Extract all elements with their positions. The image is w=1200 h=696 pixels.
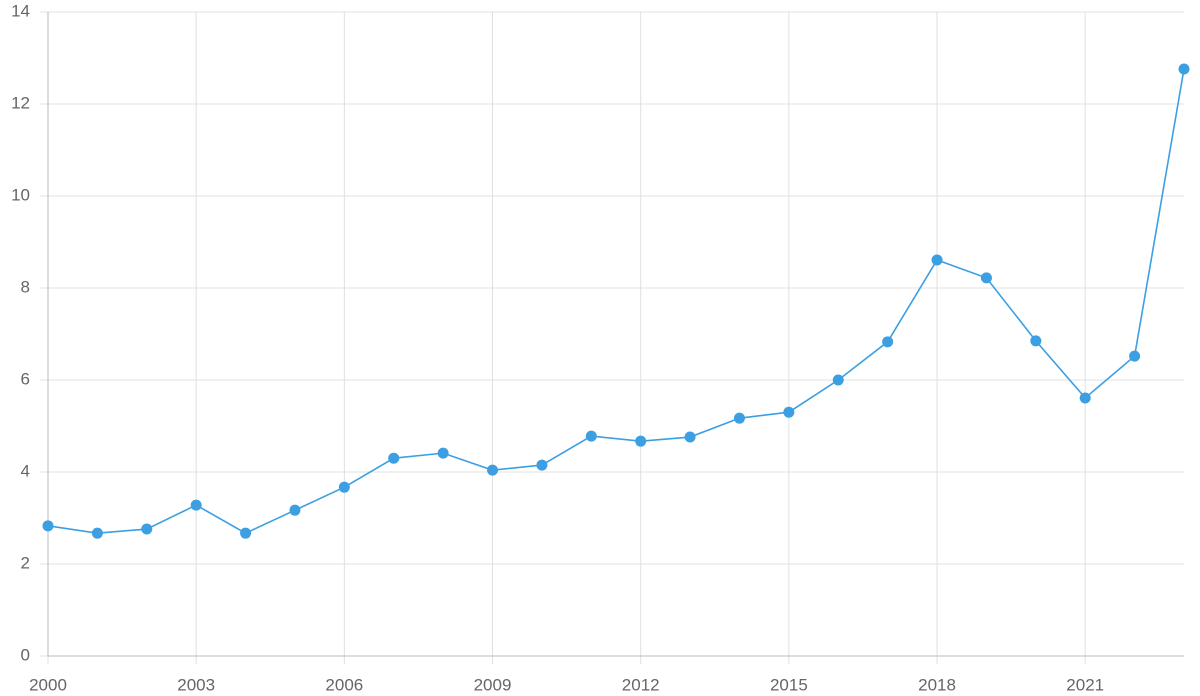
data-point (882, 336, 894, 348)
y-tick-label: 10 (11, 185, 30, 204)
x-tick-label: 2003 (177, 675, 215, 694)
data-point (733, 412, 745, 424)
y-tick-label: 0 (21, 645, 30, 664)
data-point (931, 254, 943, 266)
x-tick-label: 2012 (622, 675, 660, 694)
data-point (141, 523, 153, 535)
data-point (190, 499, 202, 511)
data-point (1030, 335, 1042, 347)
data-point (487, 464, 499, 476)
y-tick-label: 12 (11, 93, 30, 112)
data-point (437, 447, 449, 459)
y-tick-label: 6 (21, 369, 30, 388)
data-point (1129, 350, 1141, 362)
x-tick-label: 2006 (325, 675, 363, 694)
y-tick-label: 2 (21, 553, 30, 572)
x-tick-label: 2015 (770, 675, 808, 694)
data-point (1079, 392, 1091, 404)
x-tick-label: 2009 (474, 675, 512, 694)
y-tick-label: 8 (21, 277, 30, 296)
x-tick-label: 2000 (29, 675, 67, 694)
data-point (980, 272, 992, 284)
y-tick-label: 14 (11, 1, 30, 20)
y-tick-label: 4 (21, 461, 30, 480)
data-line (47, 68, 1185, 535)
data-point (585, 430, 597, 442)
data-point (42, 520, 54, 532)
data-point (1178, 63, 1190, 75)
data-point (91, 527, 103, 539)
data-point (536, 459, 548, 471)
data-point (240, 527, 252, 539)
data-point (783, 406, 795, 418)
x-tick-label: 2021 (1066, 675, 1104, 694)
data-point (338, 481, 350, 493)
data-point (832, 374, 844, 386)
data-point (289, 504, 301, 516)
data-point (388, 452, 400, 464)
x-tick-label: 2018 (918, 675, 956, 694)
data-point (684, 431, 696, 443)
data-point (635, 435, 647, 447)
